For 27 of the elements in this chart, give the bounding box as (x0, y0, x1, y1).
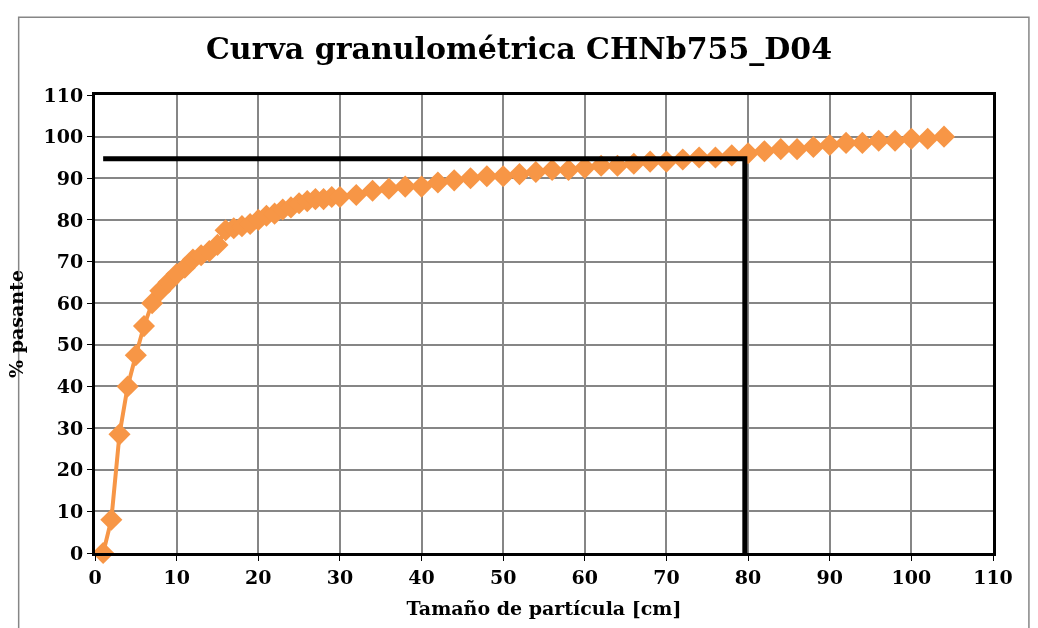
y-tick-label: 60 (56, 291, 84, 314)
y-tick-label: 20 (56, 458, 84, 481)
x-axis-title: Tamaño de partícula [cm] (406, 596, 682, 619)
y-tick-label: 110 (43, 83, 84, 106)
y-tick-label: 40 (56, 375, 84, 398)
y-tick-label: 50 (56, 333, 84, 356)
y-tick-label: 30 (56, 416, 84, 439)
chart-title: Curva granulométrica CHNb755_D04 (205, 30, 833, 66)
x-tick-label: 60 (571, 565, 599, 588)
x-tick-label: 70 (653, 565, 680, 588)
x-tick-label: 90 (816, 565, 843, 588)
x-tick-label: 100 (891, 565, 932, 588)
y-axis-title: % pasante (5, 270, 28, 378)
x-tick-label: 20 (245, 565, 272, 588)
y-tick-label: 0 (69, 541, 84, 564)
y-tick-label: 70 (56, 250, 84, 273)
x-tick-label: 10 (163, 565, 190, 588)
x-tick-label: 80 (734, 565, 762, 588)
y-tick-label: 100 (43, 125, 84, 148)
x-tick-label: 50 (489, 565, 517, 588)
x-tick-label: 0 (88, 565, 102, 588)
y-tick-label: 90 (56, 166, 84, 189)
x-tick-label: 110 (973, 565, 1013, 588)
y-tick-label: 80 (56, 208, 84, 231)
y-tick-label: 10 (56, 500, 84, 523)
x-tick-label: 40 (408, 565, 435, 588)
x-tick-label: 30 (326, 565, 354, 588)
